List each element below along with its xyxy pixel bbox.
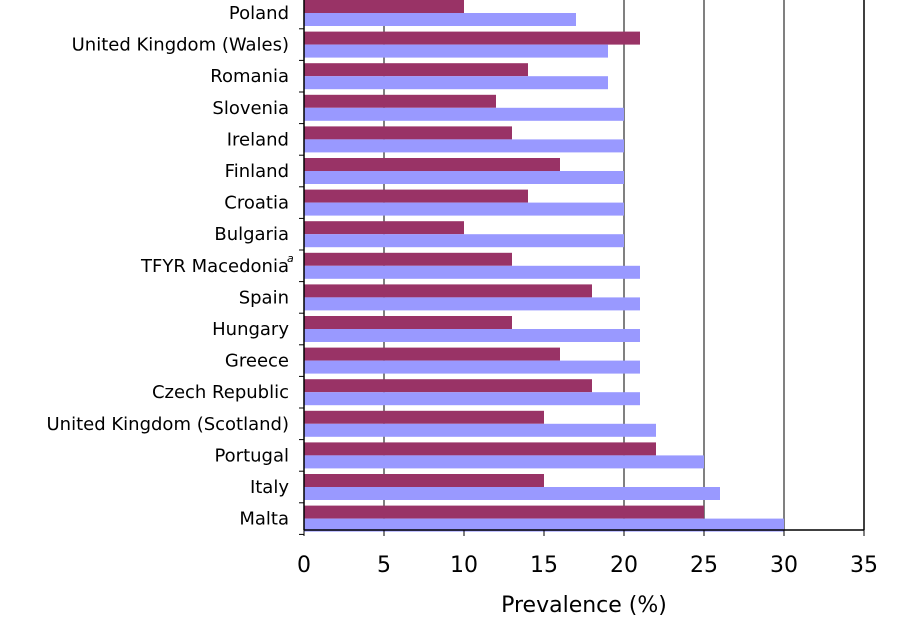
bar-series1-13	[304, 410, 544, 424]
bar-series2-5	[304, 171, 624, 184]
x-axis-title: Prevalence (%)	[501, 593, 667, 618]
bar-series2-15	[304, 487, 720, 500]
bar-series2-0	[304, 13, 576, 26]
category-label: Portugal	[214, 445, 289, 466]
bar-series1-6	[304, 189, 528, 203]
bar-series1-12	[304, 379, 592, 393]
tick-labels: 0 5 10 15 20 25 30 35	[297, 553, 878, 578]
category-label: Bulgaria	[214, 224, 289, 245]
bar-series2-10	[304, 329, 640, 342]
category-label: Malta	[239, 509, 289, 530]
bar-series2-16	[304, 518, 784, 532]
bar-series2-8	[304, 265, 640, 279]
bar-series2-3	[304, 107, 624, 121]
x-tick-label: 35	[850, 553, 878, 578]
category-label: Romania	[210, 66, 289, 87]
x-tick-label: 15	[530, 553, 558, 578]
category-label: Croatia	[224, 193, 289, 214]
bar-series1-0	[304, 0, 464, 13]
bar-series1-1	[304, 31, 640, 45]
bar-series2-4	[304, 139, 624, 153]
bar-series1-9	[304, 284, 592, 298]
bar-series1-8	[304, 252, 512, 266]
bars	[304, 0, 784, 532]
bar-series1-3	[304, 94, 496, 108]
category-label: TFYR Macedonia	[140, 256, 289, 277]
bar-series2-2	[304, 76, 608, 90]
bar-series2-14	[304, 455, 704, 469]
bar-series2-12	[304, 392, 640, 406]
bar-series1-7	[304, 221, 464, 235]
bar-series2-13	[304, 423, 656, 437]
category-label: Poland	[229, 3, 289, 24]
category-label: Czech Republic	[152, 382, 289, 403]
axes	[299, 0, 865, 536]
x-tick-label: 5	[377, 553, 391, 578]
gridlines	[383, 0, 865, 530]
category-label: Hungary	[212, 319, 289, 340]
category-label: United Kingdom (Scotland)	[47, 414, 290, 435]
category-label: Finland	[225, 161, 289, 182]
bar-series2-6	[304, 202, 624, 216]
x-tick-label: 0	[297, 553, 311, 578]
bar-series1-2	[304, 63, 528, 77]
bar-series1-10	[304, 316, 512, 329]
category-labels: Poland United Kingdom (Wales) Romania Slove…	[47, 3, 295, 530]
x-tick-label: 20	[610, 553, 638, 578]
bar-series2-9	[304, 297, 640, 311]
bar-series1-14	[304, 442, 656, 456]
x-tick-label: 25	[690, 553, 718, 578]
category-label: Greece	[225, 351, 289, 372]
bar-series1-16	[304, 505, 704, 519]
bar-series1-15	[304, 474, 544, 487]
category-label: United Kingdom (Wales)	[72, 35, 289, 56]
bar-series2-7	[304, 234, 624, 248]
category-label: Spain	[239, 287, 289, 308]
bar-series1-5	[304, 158, 560, 171]
category-label: Slovenia	[212, 98, 289, 119]
category-superscript: a	[287, 252, 294, 265]
x-tick-label: 10	[450, 553, 478, 578]
bar-series1-11	[304, 347, 560, 361]
bar-series2-1	[304, 44, 608, 58]
x-tick-label: 30	[770, 553, 798, 578]
category-label: Italy	[250, 477, 289, 498]
bar-series1-4	[304, 126, 512, 140]
category-label: Ireland	[227, 129, 289, 150]
bar-series2-11	[304, 360, 640, 374]
